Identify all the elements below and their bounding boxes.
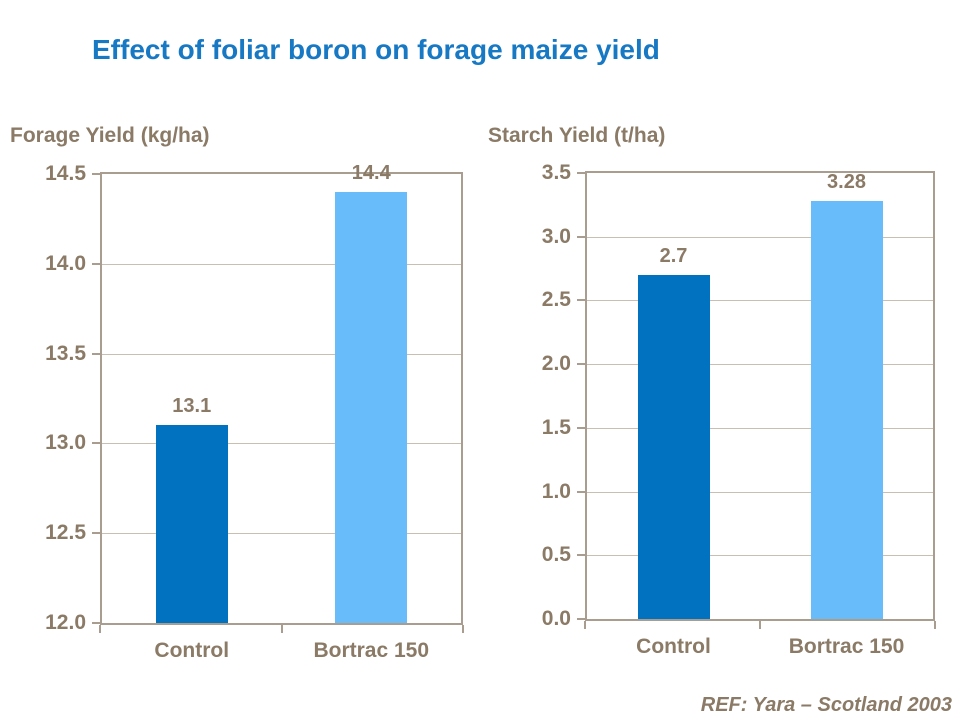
x-axis-tick xyxy=(462,625,464,633)
y-axis-tick xyxy=(577,363,585,366)
bar-control xyxy=(155,425,228,623)
y-axis-tick-label: 2.5 xyxy=(541,288,571,312)
y-axis-tick-label: 12.5 xyxy=(45,521,86,545)
y-axis-tick-label: 3.5 xyxy=(541,161,571,184)
page-title: Effect of foliar boron on forage maize y… xyxy=(92,34,660,65)
gridline xyxy=(102,353,461,355)
bar-value-label: 3.28 xyxy=(827,171,866,194)
gridline xyxy=(587,555,933,557)
x-axis-tick xyxy=(584,621,586,629)
y-axis-tick-label: 3.0 xyxy=(541,224,571,248)
y-axis-tick-label: 14.5 xyxy=(45,162,86,185)
y-axis-tick xyxy=(577,618,585,620)
bar-value-label: 2.7 xyxy=(659,244,688,267)
x-axis-tick xyxy=(99,625,101,633)
bar-value-label: 14.4 xyxy=(351,161,391,184)
bar-bortrac-150 xyxy=(810,201,883,619)
y-axis-tick-label: 2.0 xyxy=(541,352,571,376)
y-axis-tick-label: 0.0 xyxy=(541,607,571,630)
bar-bortrac-150 xyxy=(335,191,408,623)
y-axis-tick xyxy=(577,426,585,429)
y-axis-tick-label: 12.0 xyxy=(45,611,86,634)
y-axis-tick xyxy=(92,532,100,535)
y-axis-tick xyxy=(92,173,100,175)
y-axis-tick xyxy=(577,490,585,493)
reference-text: REF: Yara – Scotland 2003 xyxy=(700,694,952,716)
gridline xyxy=(587,236,933,238)
y-axis-tick xyxy=(92,622,100,624)
y-axis-tick xyxy=(577,299,585,302)
category-label: Control xyxy=(154,639,230,662)
y-axis-tick-label: 14.0 xyxy=(45,251,86,275)
x-axis-tick xyxy=(280,625,283,633)
gridline xyxy=(102,533,461,535)
bar-value-label: 13.1 xyxy=(172,395,212,418)
y-axis-tick xyxy=(577,235,585,238)
y-axis-tick-label: 1.5 xyxy=(541,415,571,439)
y-axis-tick-label: 1.0 xyxy=(541,479,571,503)
y-axis-tick xyxy=(577,172,585,174)
x-axis-tick xyxy=(759,621,761,629)
y-axis-tick xyxy=(92,262,100,265)
starch-yield-plot-area xyxy=(585,171,935,621)
gridline xyxy=(587,300,933,302)
forage-axis-title: Forage Yield (kg/ha) xyxy=(10,124,210,147)
gridline xyxy=(102,263,461,265)
starch-axis-title: Starch Yield (t/ha) xyxy=(488,124,666,147)
category-label: Control xyxy=(636,635,711,658)
bar-control xyxy=(637,274,710,619)
y-axis-tick-label: 0.5 xyxy=(541,543,571,567)
y-axis-tick xyxy=(92,352,100,355)
y-axis-tick-label: 13.5 xyxy=(45,341,86,365)
forage-yield-plot-area xyxy=(100,172,463,625)
gridline xyxy=(587,491,933,493)
x-axis-tick xyxy=(934,621,936,629)
y-axis-tick xyxy=(92,442,100,445)
y-axis-tick-label: 13.0 xyxy=(45,431,86,455)
gridline xyxy=(587,427,933,429)
category-label: Bortrac 150 xyxy=(313,639,430,662)
y-axis-tick xyxy=(577,554,585,557)
gridline xyxy=(587,364,933,366)
gridline xyxy=(102,443,461,445)
category-label: Bortrac 150 xyxy=(788,635,905,658)
